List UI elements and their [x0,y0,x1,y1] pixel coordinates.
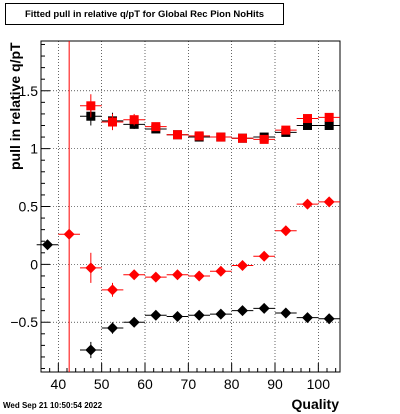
data-point-diamond [258,250,270,262]
data-point-square [238,133,247,143]
data-point-square [151,122,161,132]
data-point-square [173,130,182,140]
x-tick-label: 40 [51,376,67,392]
x-tick-label: 90 [267,376,283,392]
data-point-diamond [42,239,53,251]
timestamp: Wed Sep 21 10:50:54 2022 [3,401,103,410]
data-point-diamond [323,313,335,325]
data-point-diamond [85,344,97,356]
x-axis-label: Quality [291,396,339,412]
data-point-square [86,101,96,111]
data-point-diamond [258,302,270,314]
data-point-diamond [150,309,162,321]
data-point-square [281,125,291,135]
chart-title: Fitted pull in relative q/pT for Global … [5,3,284,25]
y-tick-label: 0.5 [19,199,39,215]
data-point-square [108,117,117,127]
data-point-diamond [280,225,292,237]
data-point-diamond [85,262,97,274]
x-tick-label: 60 [137,376,153,392]
data-point-diamond [128,316,140,328]
x-tick-label: 80 [224,376,240,392]
data-point-diamond [302,198,313,210]
x-tick-label: 50 [94,376,110,392]
y-tick-label: 1.5 [19,83,39,99]
data-point-diamond [150,271,162,283]
y-tick-label: 1 [30,141,38,157]
x-tick-label: 70 [181,376,197,392]
data-point-square [324,112,334,122]
data-point-square [303,120,312,130]
data-point-diamond [193,309,205,321]
data-point-diamond [193,270,205,282]
data-point-square [324,120,334,130]
data-point-diamond [128,269,140,281]
data-point-diamond [107,284,118,296]
data-point-diamond [237,305,248,317]
data-point-square [216,132,226,142]
data-point-diamond [323,196,335,208]
plot-frame [40,40,341,373]
data-point-diamond [237,260,248,272]
data-point-diamond [280,307,292,319]
data-point-diamond [302,312,313,324]
data-point-diamond [63,228,75,240]
data-point-diamond [215,265,227,277]
data-point-square [259,134,269,144]
data-point-diamond [107,322,118,334]
y-tick-label: 0 [30,256,38,272]
data-point-diamond [215,308,227,320]
x-tick-label: 100 [307,376,331,392]
y-tick-label: −0.5 [10,314,38,330]
data-point-diamond [172,269,183,281]
data-point-square [129,115,139,125]
data-point-diamond [172,310,183,322]
data-point-square [194,131,204,141]
y-axis-label: pull in relative q/pT [7,42,23,170]
data-point-square [303,114,312,124]
